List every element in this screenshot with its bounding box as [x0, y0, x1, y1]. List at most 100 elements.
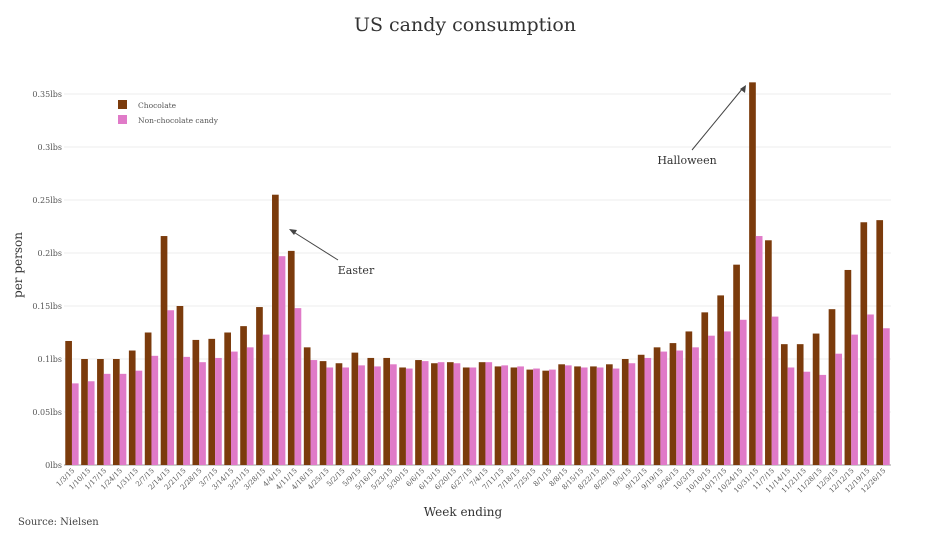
annotation-easter: Easter — [289, 229, 375, 277]
legend-swatch-non-chocolate — [118, 115, 127, 124]
bar-non-chocolate — [199, 362, 206, 465]
bar-chocolate — [860, 222, 868, 465]
bar-chocolate — [256, 307, 263, 465]
bar-non-chocolate — [326, 367, 334, 465]
bar-chocolate — [383, 357, 391, 465]
bar-non-chocolate — [724, 331, 731, 465]
y-tick-label: 0.05lbs — [32, 408, 62, 417]
bar-chocolate — [224, 332, 231, 465]
bar-chocolate — [446, 362, 454, 465]
bar-non-chocolate — [883, 328, 890, 465]
legend-label-chocolate: Chocolate — [138, 101, 177, 110]
bar-non-chocolate — [612, 368, 620, 465]
bar-non-chocolate — [71, 383, 79, 465]
bar-chocolate — [876, 220, 884, 465]
bar-chocolate — [653, 347, 661, 465]
bar-non-chocolate — [580, 367, 588, 465]
bar-non-chocolate — [405, 368, 413, 465]
bar-non-chocolate — [867, 314, 874, 465]
y-axis-label: per person — [11, 232, 25, 298]
bar-chocolate — [780, 344, 788, 465]
bar-non-chocolate — [628, 363, 636, 465]
bar-chocolate — [621, 359, 629, 465]
bar-chocolate — [574, 366, 581, 465]
bar-non-chocolate — [437, 362, 445, 465]
bar-non-chocolate — [787, 367, 795, 465]
bar-chocolate — [431, 363, 438, 465]
bar-chocolate — [828, 309, 836, 465]
bar-non-chocolate — [310, 360, 318, 465]
bar-chocolate — [558, 364, 565, 465]
bar-non-chocolate — [87, 381, 95, 465]
bar-chocolate — [399, 367, 406, 465]
bar-chocolate — [208, 338, 216, 465]
bar-non-chocolate — [596, 367, 604, 465]
bar-chocolate — [335, 363, 343, 465]
bar-non-chocolate — [755, 236, 763, 465]
y-axis: 0lbs 0.05lbs 0.1lbs 0.15lbs 0.2lbs 0.25lbs 0.3… — [32, 90, 62, 470]
bar-chocolate — [192, 339, 200, 465]
x-axis: 1/3/151/10/151/17/151/24/151/31/152/7/15… — [55, 467, 888, 495]
legend: Chocolate Non-chocolate candy — [118, 100, 219, 125]
bar-chocolate — [128, 350, 136, 465]
bar-non-chocolate — [708, 335, 715, 465]
bar-chocolate — [303, 347, 311, 465]
bar-non-chocolate — [660, 351, 668, 465]
bar-chocolate — [494, 366, 502, 465]
bar-non-chocolate — [835, 353, 843, 465]
bar-chocolate — [542, 370, 550, 465]
bar-non-chocolate — [294, 308, 302, 465]
x-axis-label: Week ending — [424, 505, 503, 519]
bar-chocolate — [606, 364, 613, 465]
bar-non-chocolate — [151, 355, 159, 465]
bar-non-chocolate — [692, 347, 699, 465]
bar-non-chocolate — [485, 362, 493, 465]
annotation-easter-label: Easter — [338, 264, 375, 277]
bar-non-chocolate — [564, 365, 572, 465]
bar-non-chocolate — [533, 368, 540, 465]
legend-label-non-chocolate: Non-chocolate candy — [138, 116, 219, 125]
bars — [65, 82, 890, 465]
bar-chocolate — [112, 359, 120, 465]
bar-chocolate — [749, 82, 756, 465]
y-tick-label: 0lbs — [45, 461, 62, 470]
bar-non-chocolate — [549, 369, 556, 465]
bar-chocolate — [97, 359, 104, 465]
bar-non-chocolate — [358, 365, 365, 465]
source-note: Source: Nielsen — [18, 517, 99, 528]
bar-chocolate — [351, 352, 359, 465]
bar-chocolate — [685, 331, 693, 465]
bar-non-chocolate — [501, 365, 509, 465]
bar-chocolate — [144, 332, 152, 465]
bar-non-chocolate — [421, 361, 429, 465]
bar-chocolate — [717, 295, 725, 465]
bar-non-chocolate — [135, 370, 143, 465]
bar-chocolate — [590, 366, 597, 465]
bar-chocolate — [844, 269, 852, 465]
bar-chocolate — [733, 264, 740, 465]
bar-chocolate — [796, 344, 804, 465]
bar-non-chocolate — [342, 367, 349, 465]
bar-non-chocolate — [517, 366, 524, 465]
bar-chocolate — [415, 360, 422, 465]
bar-chocolate — [287, 250, 295, 465]
bar-chocolate — [510, 367, 518, 465]
bar-non-chocolate — [390, 364, 397, 465]
bar-non-chocolate — [262, 334, 270, 465]
bar-chocolate — [176, 306, 184, 465]
bar-non-chocolate — [644, 357, 652, 465]
y-tick-label: 0.2lbs — [37, 249, 62, 258]
bar-chocolate — [81, 359, 88, 465]
annotation-halloween: Halloween — [657, 85, 746, 167]
bar-non-chocolate — [119, 373, 127, 465]
bar-non-chocolate — [771, 316, 779, 465]
bar-non-chocolate — [453, 363, 461, 465]
bar-chocolate — [240, 326, 247, 465]
bar-chocolate — [812, 333, 820, 465]
bar-chocolate — [65, 340, 72, 465]
bar-chocolate — [462, 367, 470, 465]
bar-non-chocolate — [167, 310, 175, 465]
bar-non-chocolate — [819, 374, 827, 465]
bar-non-chocolate — [739, 319, 747, 465]
bar-non-chocolate — [246, 347, 254, 465]
